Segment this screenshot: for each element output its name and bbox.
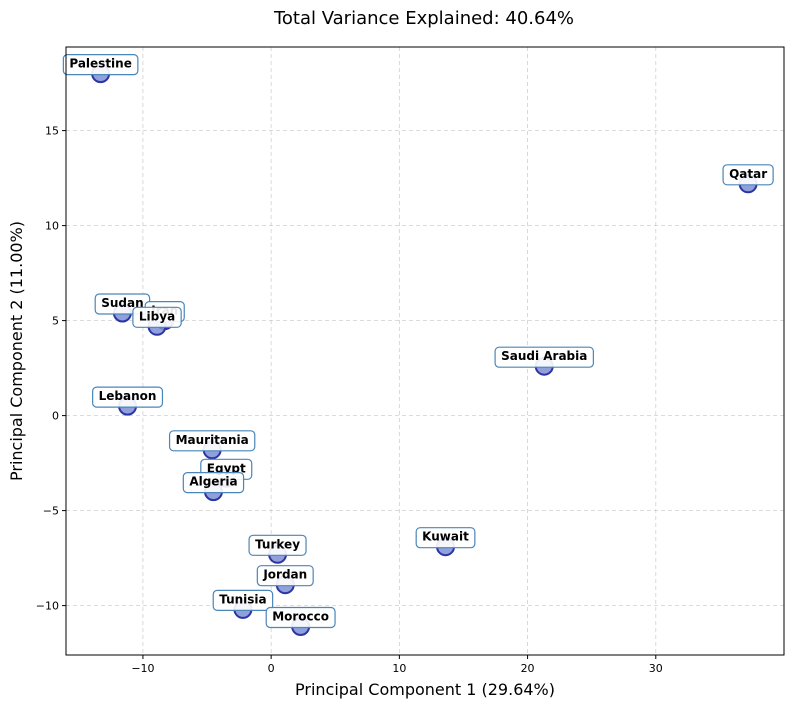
x-axis-label: Principal Component 1 (29.64%) bbox=[295, 680, 555, 699]
x-tick-label: 0 bbox=[268, 662, 275, 675]
y-tick-label: 0 bbox=[52, 410, 59, 423]
axis-ticks: −10 0 10 20 30 −10 −5 0 5 10 15 bbox=[36, 125, 663, 675]
data-label-box bbox=[265, 606, 336, 629]
data-label-box bbox=[212, 589, 274, 612]
data-label-box bbox=[248, 534, 307, 556]
x-tick-label: −10 bbox=[131, 662, 154, 675]
data-label-text: Kuwait bbox=[422, 530, 469, 544]
data-label-box bbox=[415, 527, 476, 549]
grid bbox=[66, 47, 784, 655]
data-label-text: Sudan bbox=[101, 296, 143, 310]
data-label-box bbox=[132, 306, 182, 328]
data-label-box bbox=[62, 53, 139, 76]
x-tick-label: 20 bbox=[521, 662, 535, 675]
data-label-box bbox=[168, 430, 256, 452]
plot-frame bbox=[65, 46, 785, 656]
x-tick-label: 10 bbox=[392, 662, 406, 675]
data-label-text: Jordan bbox=[262, 568, 307, 582]
data-points bbox=[91, 64, 758, 636]
data-label-libya: Libya bbox=[132, 306, 182, 328]
data-label-algeria: Algeria bbox=[182, 472, 245, 494]
data-label-text: Saudi Arabia bbox=[501, 349, 587, 363]
y-tick-label: 10 bbox=[45, 220, 59, 233]
data-label-turkey: Turkey bbox=[248, 534, 307, 556]
data-label-box bbox=[182, 472, 245, 494]
data-label-text: Morocco bbox=[272, 610, 329, 624]
data-label-text: Tunisia bbox=[219, 592, 266, 606]
data-labels: PalestineQatarSudanIranLibyaSaudi Arabia… bbox=[62, 53, 774, 629]
data-label-palestine: Palestine bbox=[62, 53, 139, 76]
x-tick-label: 30 bbox=[649, 662, 663, 675]
data-label-text: Palestine bbox=[69, 57, 132, 71]
data-label-text: Algeria bbox=[189, 475, 237, 489]
data-label-tunisia: Tunisia bbox=[212, 589, 274, 612]
data-label-text: Libya bbox=[139, 309, 175, 323]
data-label-mauritania: Mauritania bbox=[168, 430, 256, 452]
data-label-box bbox=[722, 164, 774, 186]
data-label-box bbox=[92, 386, 164, 408]
data-label-kuwait: Kuwait bbox=[415, 527, 476, 549]
y-axis-label: Principal Component 2 (11.00%) bbox=[7, 221, 26, 481]
data-label-lebanon: Lebanon bbox=[92, 386, 164, 408]
y-tick-label: 15 bbox=[45, 125, 59, 138]
data-label-box bbox=[256, 565, 314, 587]
data-label-text: Mauritania bbox=[176, 433, 249, 447]
data-label-text: Lebanon bbox=[99, 389, 157, 403]
data-label-text: Turkey bbox=[255, 537, 300, 551]
data-label-text: Qatar bbox=[729, 167, 767, 181]
data-label-box bbox=[494, 346, 594, 368]
data-label-jordan: Jordan bbox=[256, 565, 314, 587]
data-label-morocco: Morocco bbox=[265, 606, 336, 629]
chart-title: Total Variance Explained: 40.64% bbox=[273, 8, 574, 29]
y-tick-label: −5 bbox=[43, 505, 59, 518]
data-label-text: Egypt bbox=[207, 461, 246, 475]
data-label-qatar: Qatar bbox=[722, 164, 774, 186]
data-label-saudi-arabia: Saudi Arabia bbox=[494, 346, 594, 368]
y-tick-label: −10 bbox=[36, 600, 59, 613]
y-tick-label: 5 bbox=[52, 315, 59, 328]
